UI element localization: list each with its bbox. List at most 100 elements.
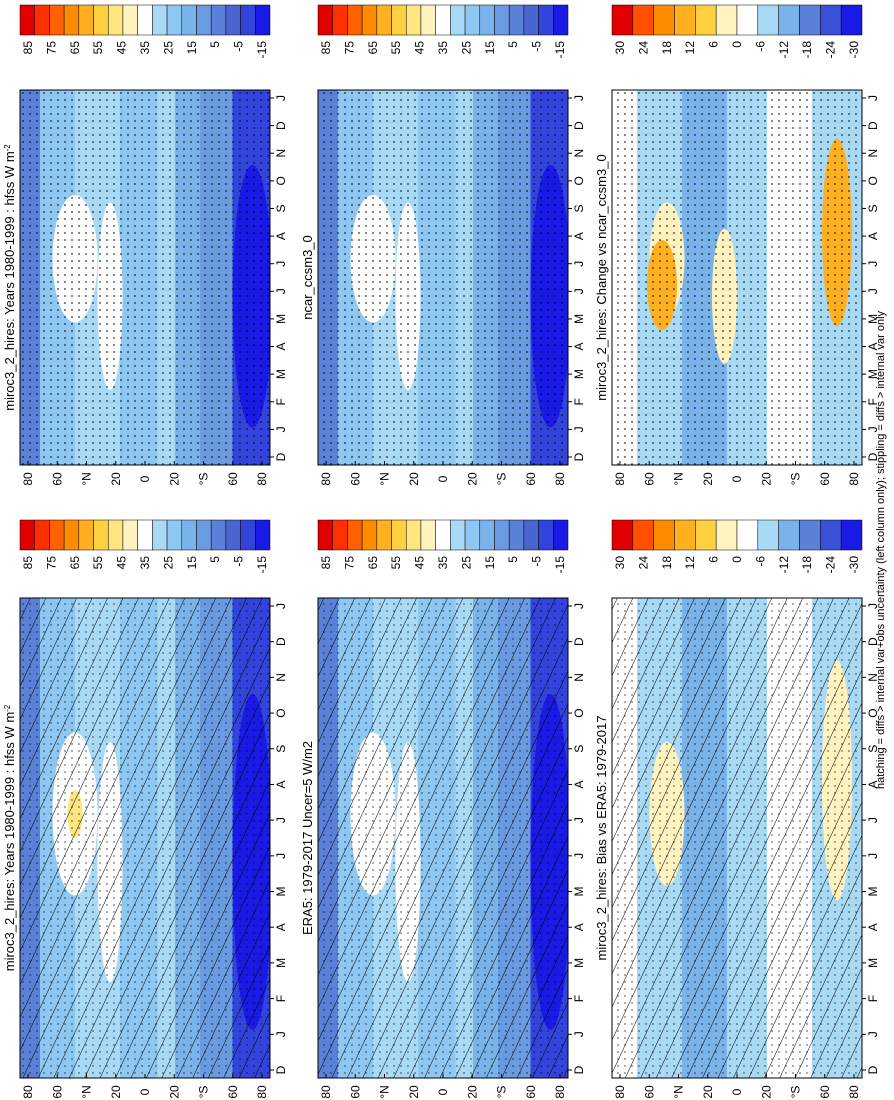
lat-tick-label: 80 bbox=[21, 1085, 35, 1099]
month-tick-label: M bbox=[572, 369, 586, 379]
colorbar-swatch bbox=[181, 4, 197, 36]
month-tick-label: S bbox=[866, 745, 880, 753]
colorbar-swatch bbox=[196, 519, 212, 551]
colorbar-label: -24 bbox=[824, 556, 838, 574]
colorbar-swatch bbox=[78, 519, 94, 551]
month-tick-label: J bbox=[866, 426, 880, 432]
lat-tick-label: 0 bbox=[138, 475, 152, 482]
lat-tick-label: 20 bbox=[167, 472, 181, 486]
colorbar-swatch bbox=[479, 519, 495, 551]
colorbar-label: 35 bbox=[138, 41, 152, 55]
lat-tick-label: 20 bbox=[465, 1085, 479, 1099]
lat-tick-label: 0 bbox=[730, 475, 744, 482]
month-tick-label: D bbox=[866, 1065, 880, 1074]
colorbar-swatch bbox=[523, 4, 539, 36]
colorbar-swatch bbox=[715, 519, 738, 551]
month-tick-label: O bbox=[274, 176, 288, 185]
colorbar-swatch bbox=[19, 519, 35, 551]
lat-tick-label: °S bbox=[197, 1086, 211, 1099]
lat-tick-label: 80 bbox=[319, 1085, 333, 1099]
colorbar-swatch bbox=[435, 4, 451, 36]
colorbar-label: -30 bbox=[847, 556, 861, 574]
colorbar-label: 65 bbox=[68, 556, 82, 570]
hatching-overlay bbox=[612, 598, 862, 1078]
lat-tick-label: °S bbox=[495, 473, 509, 486]
month-tick-label: S bbox=[866, 204, 880, 212]
month-tick-label: A bbox=[572, 923, 586, 931]
colorbar: 85 75 65 55 45 35 25 15 5 -5 -15 bbox=[19, 519, 271, 574]
month-tick-label: J bbox=[274, 1031, 288, 1037]
colorbar-label: 5 bbox=[506, 556, 520, 563]
colorbar-swatch bbox=[166, 519, 183, 551]
colorbar-swatch bbox=[450, 519, 466, 551]
lat-tick-label: °N bbox=[378, 1085, 392, 1098]
heatmap-field bbox=[318, 90, 568, 465]
colorbar-swatch bbox=[820, 4, 842, 36]
colorbar-swatch bbox=[736, 4, 759, 36]
colorbar-label: -12 bbox=[777, 41, 791, 59]
colorbar-label: 55 bbox=[91, 41, 105, 55]
month-tick-label: A bbox=[572, 780, 586, 788]
month-tick-label: A bbox=[274, 923, 288, 931]
month-tick-label: J bbox=[572, 288, 586, 294]
month-tick-label: F bbox=[866, 995, 880, 1002]
lat-tick-label: 80 bbox=[847, 472, 861, 486]
colorbar-label: -6 bbox=[753, 556, 767, 567]
colorbar-label: 45 bbox=[115, 41, 129, 55]
colorbar-label: 35 bbox=[436, 41, 450, 55]
month-tick-label: J bbox=[572, 95, 586, 101]
colorbar-swatch bbox=[332, 4, 348, 36]
lat-tick-label: 80 bbox=[847, 1085, 861, 1099]
month-tick-label: N bbox=[572, 149, 586, 158]
colorbar-swatch bbox=[405, 519, 422, 551]
colorbar-swatch bbox=[435, 519, 451, 551]
month-tick-label: J bbox=[572, 426, 586, 432]
colorbar-label: -5 bbox=[232, 556, 246, 567]
month-tick-label: D bbox=[274, 121, 288, 130]
month-tick-label: D bbox=[274, 637, 288, 646]
colorbar-swatch bbox=[196, 4, 212, 36]
month-tick-label: J bbox=[572, 1031, 586, 1037]
lat-tick-label: 60 bbox=[642, 472, 656, 486]
colorbar-swatch bbox=[840, 519, 863, 551]
lat-tick-label: °S bbox=[495, 1086, 509, 1099]
month-tick-label: M bbox=[572, 887, 586, 897]
colorbar-swatch bbox=[611, 519, 634, 551]
colorbar-swatch bbox=[799, 519, 821, 551]
colorbar-swatch bbox=[778, 519, 800, 551]
month-tick-label: O bbox=[866, 708, 880, 717]
colorbar-label: -15 bbox=[255, 556, 269, 574]
month-tick-label: J bbox=[572, 261, 586, 267]
lat-tick-label: 60 bbox=[642, 1085, 656, 1099]
lat-tick-label: 60 bbox=[348, 1085, 362, 1099]
month-tick-label: J bbox=[866, 261, 880, 267]
lat-tick-label: 20 bbox=[759, 472, 773, 486]
colorbar-swatch bbox=[19, 4, 35, 36]
lat-tick-label: 20 bbox=[167, 1085, 181, 1099]
colorbar-swatch bbox=[479, 4, 495, 36]
colorbar-swatch bbox=[78, 4, 94, 36]
colorbar-swatch bbox=[332, 519, 348, 551]
colorbar-swatch bbox=[166, 4, 183, 36]
lat-tick-label: 20 bbox=[407, 472, 421, 486]
month-tick-label: J bbox=[274, 288, 288, 294]
month-tick-label: J bbox=[866, 1031, 880, 1037]
colorbar-label: 45 bbox=[413, 41, 427, 55]
colorbar-label: 5 bbox=[208, 556, 222, 563]
month-tick-label: N bbox=[866, 673, 880, 682]
colorbar-label: -30 bbox=[847, 41, 861, 59]
month-tick-label: A bbox=[866, 923, 880, 931]
month-tick-label: J bbox=[572, 853, 586, 859]
month-tick-label: S bbox=[572, 745, 586, 753]
colorbar-swatch bbox=[494, 4, 510, 36]
month-tick-label: N bbox=[274, 149, 288, 158]
month-tick-label: J bbox=[866, 603, 880, 609]
lat-tick-label: 0 bbox=[436, 1088, 450, 1095]
colorbar-swatch bbox=[840, 4, 863, 36]
lat-tick-label: 0 bbox=[436, 475, 450, 482]
month-tick-label: O bbox=[866, 176, 880, 185]
colorbar-swatch bbox=[210, 4, 227, 36]
month-tick-label: D bbox=[866, 637, 880, 646]
month-tick-label: J bbox=[274, 426, 288, 432]
colorbar-swatch bbox=[255, 519, 271, 551]
